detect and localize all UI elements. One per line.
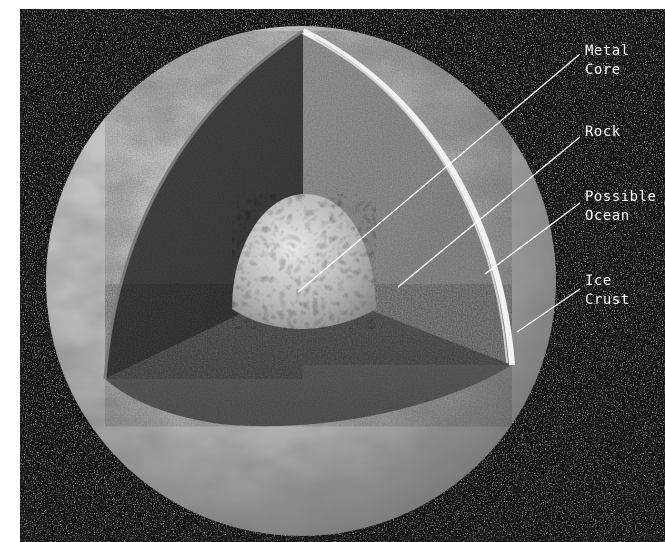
label-ice-crust-line1: Ice [585,273,612,289]
label-rock: Rock [585,124,621,140]
label-rock-line1: Rock [585,124,621,140]
leader-line-metal-core [297,53,581,293]
label-possible-ocean-line1: Possible [585,189,656,205]
left-cut-edge [103,29,304,380]
leader-line-rock [397,136,581,288]
label-ice-crust-line2: Crust [585,292,630,308]
europa-interior-diagram: Metal Core Rock Possible Ocean Ice Crust [20,9,665,542]
label-metal-core-line1: Metal [585,43,630,59]
leader-lines [297,53,581,333]
label-ice-crust: Ice Crust [585,273,630,308]
labels: Metal Core Rock Possible Ocean Ice Crust [585,43,665,308]
europa-sphere [46,26,556,536]
metal-core-texture [232,194,376,329]
floor-grain [105,284,512,427]
ocean-boundary [315,38,508,364]
label-possible-ocean: Possible Ocean [585,189,665,224]
label-metal-core: Metal Core [585,43,639,78]
ice-crust-rim [301,28,515,366]
label-metal-core-line2: Core [585,62,621,78]
leader-line-possible-ocean [484,202,581,275]
diagram-frame: Metal Core Rock Possible Ocean Ice Crust [20,9,665,542]
leader-line-ice-crust [516,288,581,333]
label-possible-ocean-line2: Ocean [585,208,630,224]
